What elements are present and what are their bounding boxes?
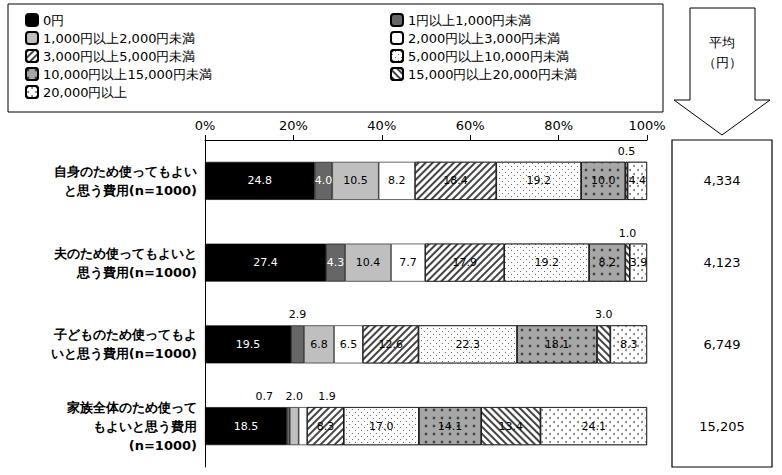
svg-text:子どものため使ってもよ: 子どものため使ってもよ: [53, 327, 197, 342]
svg-text:15,205: 15,205: [699, 419, 745, 434]
svg-text:(n=1000): (n=1000): [129, 438, 197, 453]
svg-text:80%: 80%: [544, 118, 573, 133]
svg-text:18.4: 18.4: [443, 174, 468, 187]
svg-text:4.0: 4.0: [315, 174, 333, 187]
svg-text:1円以上1,000円未満: 1円以上1,000円未満: [408, 13, 532, 28]
svg-text:10.0: 10.0: [591, 174, 616, 187]
svg-text:10.4: 10.4: [356, 256, 381, 269]
svg-text:1.0: 1.0: [619, 227, 637, 240]
svg-text:家族全体のため使って: 家族全体のため使って: [66, 400, 197, 415]
svg-text:17.9: 17.9: [452, 256, 477, 269]
svg-text:いと思う費用(n=1000): いと思う費用(n=1000): [51, 346, 197, 361]
svg-text:6,749: 6,749: [703, 337, 740, 352]
svg-text:19.2: 19.2: [526, 174, 551, 187]
svg-text:15,000円以上20,000円未満: 15,000円以上20,000円未満: [408, 67, 577, 82]
svg-text:（円）: （円）: [703, 55, 742, 70]
svg-text:8.2: 8.2: [388, 174, 406, 187]
svg-text:4,123: 4,123: [703, 255, 740, 270]
svg-text:もよいと思う費用: もよいと思う費用: [93, 419, 197, 434]
svg-text:18.1: 18.1: [545, 338, 570, 351]
svg-text:6.5: 6.5: [340, 338, 358, 351]
svg-text:24.8: 24.8: [248, 174, 273, 187]
svg-text:20,000円以上: 20,000円以上: [43, 85, 128, 100]
svg-text:18.5: 18.5: [234, 420, 259, 433]
svg-text:24.1: 24.1: [581, 420, 606, 433]
svg-text:10.5: 10.5: [343, 174, 368, 187]
svg-text:3,000円以上5,000円未満: 3,000円以上5,000円未満: [43, 49, 195, 64]
svg-text:思う費用(n=1000): 思う費用(n=1000): [76, 265, 197, 280]
svg-text:1.9: 1.9: [318, 390, 336, 403]
svg-text:27.4: 27.4: [253, 256, 278, 269]
svg-text:4.3: 4.3: [327, 256, 345, 269]
svg-text:13.4: 13.4: [499, 420, 524, 433]
svg-text:0%: 0%: [195, 118, 216, 133]
svg-text:2.9: 2.9: [289, 308, 307, 321]
svg-text:12.6: 12.6: [378, 338, 403, 351]
svg-text:8.3: 8.3: [317, 420, 335, 433]
svg-text:0.5: 0.5: [618, 145, 636, 158]
svg-text:17.0: 17.0: [369, 420, 394, 433]
svg-text:10,000円以上15,000円未満: 10,000円以上15,000円未満: [43, 67, 212, 82]
svg-text:40%: 40%: [367, 118, 396, 133]
svg-text:2.0: 2.0: [286, 390, 304, 403]
svg-text:4.4: 4.4: [629, 174, 647, 187]
svg-text:60%: 60%: [456, 118, 485, 133]
svg-text:3.9: 3.9: [630, 256, 648, 269]
svg-text:1,000円以上2,000円未満: 1,000円以上2,000円未満: [43, 31, 195, 46]
svg-text:平均: 平均: [709, 35, 735, 50]
svg-text:19.2: 19.2: [534, 256, 559, 269]
svg-text:8.3: 8.3: [620, 338, 638, 351]
svg-text:14.1: 14.1: [438, 420, 463, 433]
svg-text:8.2: 8.2: [598, 256, 616, 269]
svg-text:0円: 0円: [43, 13, 64, 28]
svg-text:0.7: 0.7: [256, 390, 274, 403]
svg-text:4,334: 4,334: [703, 173, 740, 188]
svg-text:自身のため使ってもよい: 自身のため使ってもよい: [54, 164, 197, 179]
svg-text:6.8: 6.8: [310, 338, 328, 351]
svg-text:5,000円以上10,000円未満: 5,000円以上10,000円未満: [408, 49, 569, 64]
svg-text:20%: 20%: [279, 118, 308, 133]
svg-text:3.0: 3.0: [595, 308, 613, 321]
svg-text:22.3: 22.3: [456, 338, 481, 351]
svg-text:19.5: 19.5: [236, 338, 261, 351]
svg-text:2,000円以上3,000円未満: 2,000円以上3,000円未満: [408, 31, 560, 46]
svg-text:と思う費用(n=1000): と思う費用(n=1000): [64, 183, 197, 198]
svg-text:100%: 100%: [628, 118, 665, 133]
svg-text:7.7: 7.7: [399, 256, 417, 269]
svg-text:夫のため使ってもよいと: 夫のため使ってもよいと: [53, 246, 197, 261]
